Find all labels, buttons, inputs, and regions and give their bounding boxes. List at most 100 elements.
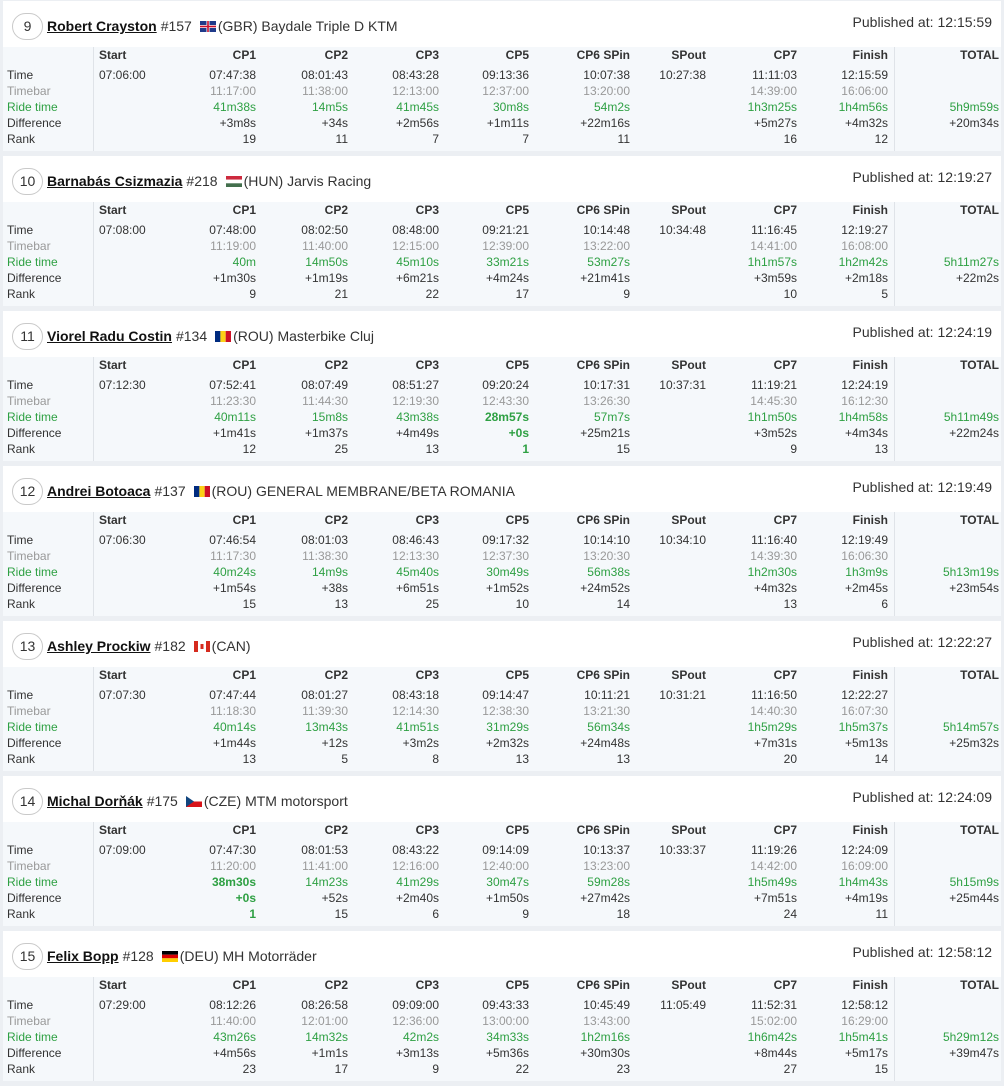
diff-cell: +22m24s: [949, 426, 999, 440]
time-cell: 12:22:27: [841, 688, 888, 702]
time-cell: 09:21:21: [482, 223, 529, 237]
row-label: Rank: [7, 752, 36, 766]
time-cell: 12:19:27: [841, 223, 888, 237]
rider-card: 9 Robert Crayston #157 (GBR) Baydale Triple…: [3, 1, 1001, 151]
column-header: CP7: [773, 823, 797, 837]
card-header: 9 Robert Crayston #157 (GBR) Baydale Triple…: [3, 1, 1001, 45]
time-cell: 08:01:43: [301, 68, 348, 82]
timebar-cell: 13:20:00: [583, 84, 630, 98]
rank-cell: 21: [334, 287, 348, 301]
column-header: CP5: [505, 358, 529, 372]
rider-info: Barnabás Csizmazia #218 (HUN) Jarvis Racin…: [47, 173, 371, 189]
column-header: TOTAL: [960, 358, 999, 372]
ride-cell: 53m27s: [587, 255, 630, 269]
timebar-cell: 12:43:30: [482, 394, 529, 408]
time-cell: 07:48:00: [209, 223, 256, 237]
rider-number: #157: [160, 18, 192, 34]
column-header: SPout: [671, 668, 706, 682]
column-header: CP6 SPin: [576, 978, 630, 992]
diff-cell: +3m59s: [753, 271, 797, 285]
column-divider: [894, 667, 895, 771]
diff-cell: +1m30s: [212, 271, 256, 285]
rank-cell: 11: [617, 132, 630, 146]
column-header: Finish: [852, 978, 888, 992]
rank-cell: 17: [515, 287, 529, 301]
column-header: CP7: [773, 203, 797, 217]
diff-cell: +5m17s: [844, 1046, 888, 1060]
diff-cell: +2m32s: [485, 736, 529, 750]
ride-cell: 1h5m41s: [838, 1030, 888, 1044]
rider-name-link[interactable]: Andrei Botoaca: [47, 483, 151, 499]
time-cell: 07:07:30: [99, 688, 146, 702]
column-header: TOTAL: [960, 668, 999, 682]
card-header: 14 Michal Dorňák #175 (CZE) MTM motorsport P…: [3, 776, 1001, 820]
published-time: 12:24:19: [937, 324, 993, 340]
diff-cell: +2m56s: [395, 116, 439, 130]
time-cell: 11:11:03: [752, 68, 797, 82]
column-header: CP2: [324, 513, 348, 527]
published-at: Published at: 12:24:09: [853, 789, 992, 805]
card-header: 10 Barnabás Csizmazia #218 (HUN) Jarvis Rac…: [3, 156, 1001, 200]
ride-cell: 14m23s: [305, 875, 348, 889]
rank-cell: 5: [881, 287, 888, 301]
diff-cell: +4m32s: [753, 581, 797, 595]
rider-team: MH Motorräder: [222, 948, 317, 964]
rank-cell: 14: [874, 752, 888, 766]
ride-cell: 42m2s: [402, 1030, 439, 1044]
diff-cell: +22m2s: [955, 271, 999, 285]
row-label: Ride time: [7, 565, 58, 579]
cz-flag-icon: [185, 794, 202, 807]
ride-cell: 1h5m37s: [838, 720, 888, 734]
column-divider: [93, 357, 94, 461]
column-header: CP1: [232, 48, 256, 62]
time-cell: 08:51:27: [392, 378, 439, 392]
column-divider: [93, 822, 94, 926]
rider-info: Felix Bopp #128 (DEU) MH Motorräder: [47, 948, 317, 964]
diff-cell: +20m34s: [949, 116, 999, 130]
column-divider: [93, 667, 94, 771]
timebar-cell: 12:39:00: [482, 239, 529, 253]
ride-cell: 40m24s: [213, 565, 256, 579]
diff-cell: +3m2s: [402, 736, 439, 750]
timebar-cell: 12:40:00: [482, 859, 529, 873]
rider-name-link[interactable]: Michal Dorňák: [47, 793, 143, 809]
rank-cell: 12: [874, 132, 888, 146]
ride-cell: 40m14s: [213, 720, 256, 734]
rider-name-link[interactable]: Viorel Radu Costin: [47, 328, 172, 344]
time-cell: 12:58:12: [841, 998, 888, 1012]
timebar-cell: 11:38:30: [302, 549, 348, 563]
rider-card: 10 Barnabás Csizmazia #218 (HUN) Jarvis Rac…: [3, 156, 1001, 306]
rider-name-link[interactable]: Felix Bopp: [47, 948, 119, 964]
timebar-cell: 13:23:00: [583, 859, 630, 873]
timebar-cell: 14:45:30: [750, 394, 797, 408]
rider-name-link[interactable]: Ashley Prockiw: [47, 638, 151, 654]
ride-cell: 5h13m19s: [942, 565, 999, 579]
diff-cell: +4m32s: [844, 116, 888, 130]
ride-cell: 5h11m27s: [943, 255, 999, 269]
column-header: CP7: [773, 48, 797, 62]
row-label: Ride time: [7, 720, 58, 734]
row-label: Ride time: [7, 875, 58, 889]
rank-cell: 14: [616, 597, 630, 611]
time-cell: 10:31:21: [659, 688, 706, 702]
rank-cell: 10: [783, 287, 797, 301]
rider-name-link[interactable]: Barnabás Csizmazia: [47, 173, 183, 189]
time-cell: 07:12:30: [99, 378, 146, 392]
row-label: Timebar: [7, 549, 51, 563]
rank-cell: 7: [432, 132, 439, 146]
position-badge: 11: [12, 323, 43, 350]
time-cell: 08:01:03: [301, 533, 348, 547]
time-cell: 12:15:59: [841, 68, 888, 82]
time-cell: 10:07:38: [583, 68, 630, 82]
column-header: CP1: [232, 668, 256, 682]
column-header: CP3: [415, 513, 439, 527]
rank-cell: 7: [522, 132, 529, 146]
row-label: Timebar: [7, 1014, 51, 1028]
diff-cell: +4m19s: [844, 891, 888, 905]
diff-cell: +52s: [321, 891, 348, 905]
time-cell: 10:33:37: [659, 843, 706, 857]
rank-cell: 11: [335, 132, 348, 146]
diff-cell: +8m44s: [753, 1046, 797, 1060]
rider-name-link[interactable]: Robert Crayston: [47, 18, 157, 34]
timebar-cell: 16:07:30: [841, 704, 888, 718]
